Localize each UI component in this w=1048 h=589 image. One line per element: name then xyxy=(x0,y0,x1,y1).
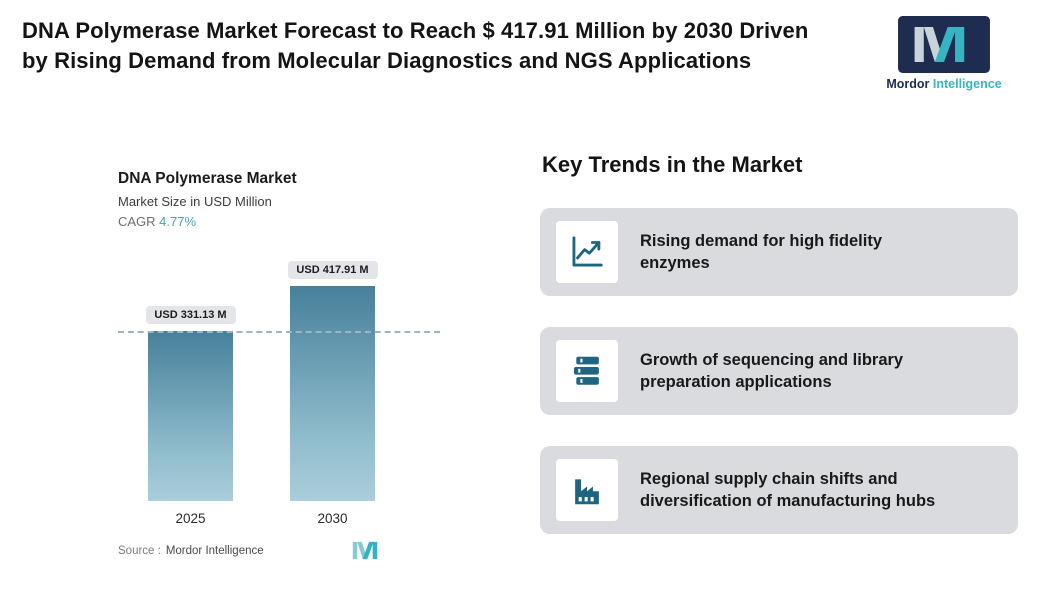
bar-value-label: USD 331.13 M xyxy=(145,306,236,324)
trend-text: Growth of sequencing and library prepara… xyxy=(640,350,904,391)
bar-chart-plot: USD 331.13 M 2025 USD 417.91 M 2030 xyxy=(118,243,440,533)
trend-card: Regional supply chain shifts and diversi… xyxy=(540,446,1018,534)
chart-panel: DNA Polymerase Market Market Size in USD… xyxy=(118,170,440,560)
page-title: DNA Polymerase Market Forecast to Reach … xyxy=(22,18,809,74)
chart-subtitle: Market Size in USD Million xyxy=(118,194,272,209)
logo-word-intelligence: Intelligence xyxy=(929,77,1002,91)
reference-line xyxy=(118,331,440,333)
books-stack-icon xyxy=(556,340,618,402)
trend-cards: Rising demand for high fidelity enzymes G… xyxy=(540,208,1018,534)
logo-word-mordor: Mordor xyxy=(886,77,930,91)
x-axis-label: 2025 xyxy=(175,511,206,526)
line-chart-icon xyxy=(556,221,618,283)
cagr-value: 4.77% xyxy=(159,214,197,229)
mordor-logo: Mordor Intelligence xyxy=(886,16,1002,91)
cagr-label: CAGR xyxy=(118,214,160,229)
chart-title: DNA Polymerase Market xyxy=(118,170,297,187)
source-row: Source : Mordor Intelligence xyxy=(118,541,380,560)
trend-card: Rising demand for high fidelity enzymes xyxy=(540,208,1018,296)
trend-text: Rising demand for high fidelity enzymes xyxy=(640,231,883,272)
chart-cagr: CAGR 4.77% xyxy=(118,214,440,229)
source-value: Mordor Intelligence xyxy=(165,544,264,557)
trend-text: Regional supply chain shifts and diversi… xyxy=(640,469,936,510)
mordor-mini-logo-icon xyxy=(350,541,380,560)
x-axis-label: 2030 xyxy=(317,511,348,526)
bar-value-label: USD 417.91 M xyxy=(287,261,378,279)
trends-panel: Key Trends in the Market Rising demand f… xyxy=(540,152,1018,565)
source-label: Source : xyxy=(118,544,161,557)
mordor-logo-wordmark: Mordor Intelligence xyxy=(886,77,1001,91)
trends-heading: Key Trends in the Market xyxy=(542,152,803,177)
bar-2025 xyxy=(148,331,233,501)
mordor-logo-icon xyxy=(898,16,990,73)
bar-2030 xyxy=(290,286,375,501)
factory-icon xyxy=(556,459,618,521)
trend-card: Growth of sequencing and library prepara… xyxy=(540,327,1018,415)
